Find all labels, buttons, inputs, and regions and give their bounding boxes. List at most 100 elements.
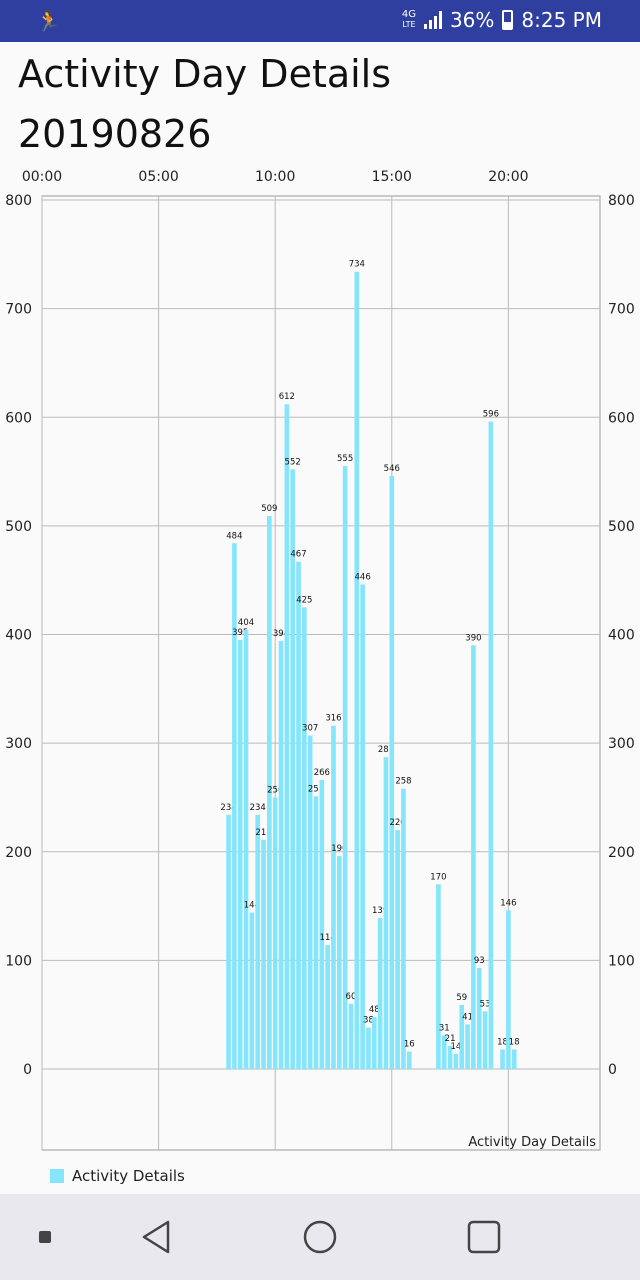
bar-value-label: 31 [439,1023,450,1033]
bar-value-label: 251 [308,784,324,794]
chart-bar [366,1027,371,1069]
bar-value-label: 307 [302,724,318,734]
chart-bar [319,780,325,1069]
status-bar: 🏃 4G LTE 36% 8:25 PM [0,0,640,42]
chart-bar [296,561,301,1069]
chart-bar [476,967,482,1069]
navigation-bar [0,1194,640,1280]
chart-bar [278,641,284,1069]
chart-bar [272,797,278,1069]
signal-icon [423,11,442,29]
chart-bar [377,918,383,1069]
chart-bar [267,516,272,1069]
square-small-icon[interactable] [22,1194,68,1280]
x-tick-label: 00:00 [22,169,62,185]
chart-bar [406,1051,412,1069]
bar-value-label: 14 [450,1042,461,1052]
chart-bar [307,735,313,1069]
bar-value-label: 41 [462,1012,473,1022]
bar-value-label: 18 [509,1037,520,1047]
chart-bar [290,469,295,1069]
chart-bar [249,912,255,1069]
bar-value-label: 170 [430,872,446,882]
chart-bar [482,1011,488,1069]
battery-icon [502,10,514,30]
chart-bar [465,1024,470,1069]
chart-description: Activity Day Details [468,1135,596,1150]
status-icons: 4G LTE 36% 8:25 PM [402,8,602,32]
chart-bar [331,725,336,1069]
bar-value-label: 390 [465,633,481,643]
bar-value-label: 144 [244,901,260,911]
bar-value-label: 316 [325,714,341,724]
y-tick-label-right: 400 [608,628,635,644]
lte-label: LTE [402,20,416,29]
chart-bar [354,271,360,1069]
bar-value-label: 114 [320,933,336,943]
chart-bar [237,639,243,1069]
bar-value-label: 612 [279,392,295,402]
chart-bar [389,475,395,1070]
legend-swatch [50,1169,64,1183]
bar-value-label: 250 [267,785,283,795]
chart-bar [395,830,400,1069]
chart-bar [488,421,494,1070]
chart-bar [447,1046,453,1069]
y-tick-label-left: 400 [5,628,32,644]
chart-legend: Activity Details [50,1167,185,1185]
bar-value-label: 211 [255,828,271,838]
chart-bar [348,1003,354,1069]
chart-bar [232,543,237,1069]
chart-bar [441,1035,447,1069]
chart-bar [261,839,266,1069]
y-tick-label-right: 800 [608,193,635,209]
y-tick-label-right: 200 [608,845,635,861]
clock: 8:25 PM [521,8,602,32]
battery-percent: 36% [449,8,495,32]
y-tick-label-left: 200 [5,845,32,861]
bar-value-label: 552 [285,457,301,467]
bar-value-label: 21 [445,1034,456,1044]
chart-bar [302,607,307,1069]
y-tick-label-right: 700 [608,302,635,318]
activity-bar-chart[interactable]: 0 0 100 100 200 200 300 300 400 400 500 500 600 600 70… [0,160,640,1160]
y-tick-label-left: 700 [5,302,32,318]
bar-value-label: 404 [238,618,254,628]
home-circle-icon[interactable] [294,1194,346,1280]
legend-label: Activity Details [72,1167,185,1185]
bar-value-label: 196 [331,844,347,854]
chart-bar [371,1016,377,1069]
chart-bar [506,910,511,1069]
bar-value-label: 38 [363,1016,374,1026]
back-triangle-icon[interactable] [130,1194,182,1280]
bar-value-label: 546 [384,464,400,474]
bar-value-label: 509 [261,504,277,514]
running-person-icon: 🏃 [36,9,61,33]
chart-bar [284,404,290,1070]
y-tick-label-left: 100 [5,953,32,969]
bar-value-label: 394 [273,629,289,639]
y-tick-label-left: 600 [5,410,32,426]
chart-bar [342,466,348,1070]
network-type: 4G [401,9,416,20]
chart-bar [243,630,249,1069]
bar-value-label: 59 [456,993,467,1003]
bar-value-label: 220 [389,818,405,828]
y-tick-label-left: 500 [5,519,32,535]
bar-value-label: 555 [337,454,353,464]
chart-bar [313,796,319,1069]
bar-value-label: 48 [369,1005,380,1015]
bar-value-label: 139 [372,906,388,916]
page-date: 20190826 [18,112,212,156]
bar-value-label: 446 [355,573,371,583]
y-tick-label-left: 800 [5,193,32,209]
y-tick-label-right: 500 [608,519,635,535]
recents-square-icon[interactable] [458,1194,510,1280]
chart-bar [337,856,342,1069]
chart-bar [383,757,389,1069]
x-tick-label: 20:00 [488,169,528,185]
bar-value-label: 467 [290,550,306,560]
chart-bar [360,584,365,1069]
chart-bar [226,814,231,1069]
bar-value-label: 18 [497,1037,508,1047]
